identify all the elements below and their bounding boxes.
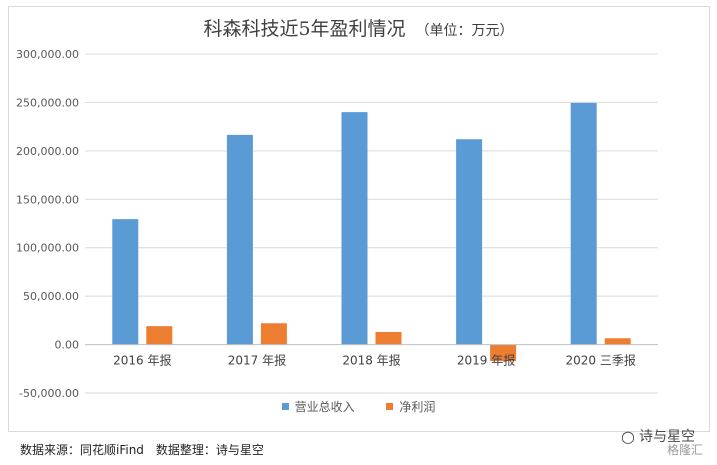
bar-revenue xyxy=(341,112,368,345)
y-tick-label: 300,000.00 xyxy=(16,48,79,61)
bar-net-profit xyxy=(604,338,631,345)
x-tick-label: 2017 年报 xyxy=(228,353,286,368)
legend-item-revenue: 营业总收入 xyxy=(281,398,355,415)
bar-net-profit xyxy=(146,326,173,345)
bar-net-profit xyxy=(375,331,402,345)
bar-revenue xyxy=(226,134,253,345)
bar-revenue xyxy=(112,219,139,345)
bar-net-profit xyxy=(490,344,517,362)
chart-legend: 营业总收入 净利润 xyxy=(0,398,717,415)
watermark: ○ 诗与星空 xyxy=(621,426,695,446)
legend-swatch-revenue xyxy=(281,403,289,410)
watermark-text: 诗与星空 xyxy=(639,429,695,445)
chart-title-text: 科森科技近5年盈利情况 xyxy=(203,18,406,40)
bar-net-profit xyxy=(260,323,287,345)
y-tick-label: 0.00 xyxy=(55,339,80,352)
y-tick-label: 250,000.00 xyxy=(16,96,79,109)
chart-unit-label: （单位：万元） xyxy=(415,23,514,39)
x-tick-label: 2020 三季报 xyxy=(566,353,636,368)
legend-item-net-profit: 净利润 xyxy=(386,398,435,415)
x-tick-label: 2016 年报 xyxy=(113,353,171,368)
legend-label-net-profit: 净利润 xyxy=(399,400,436,414)
y-tick-label: 150,000.00 xyxy=(16,193,79,206)
chart-title: 科森科技近5年盈利情况 （单位：万元） xyxy=(0,14,717,41)
x-tick-label: 2018 年报 xyxy=(342,353,400,368)
x-tick-label: 2019 年报 xyxy=(457,353,515,368)
y-tick-label: 100,000.00 xyxy=(16,242,79,255)
y-tick-label: -50,000.00 xyxy=(19,387,79,400)
brand-watermark: 格隆汇 xyxy=(666,443,703,457)
bar-revenue xyxy=(570,102,597,345)
data-source-note: 数据来源：同花顺iFind 数据整理：诗与星空 xyxy=(20,443,264,457)
bar-revenue xyxy=(456,139,483,345)
y-tick-label: 50,000.00 xyxy=(23,290,79,303)
wechat-icon: ○ xyxy=(621,426,635,446)
legend-label-revenue: 营业总收入 xyxy=(294,400,355,414)
legend-swatch-net-profit xyxy=(386,403,394,410)
y-tick-label: 200,000.00 xyxy=(16,145,79,158)
